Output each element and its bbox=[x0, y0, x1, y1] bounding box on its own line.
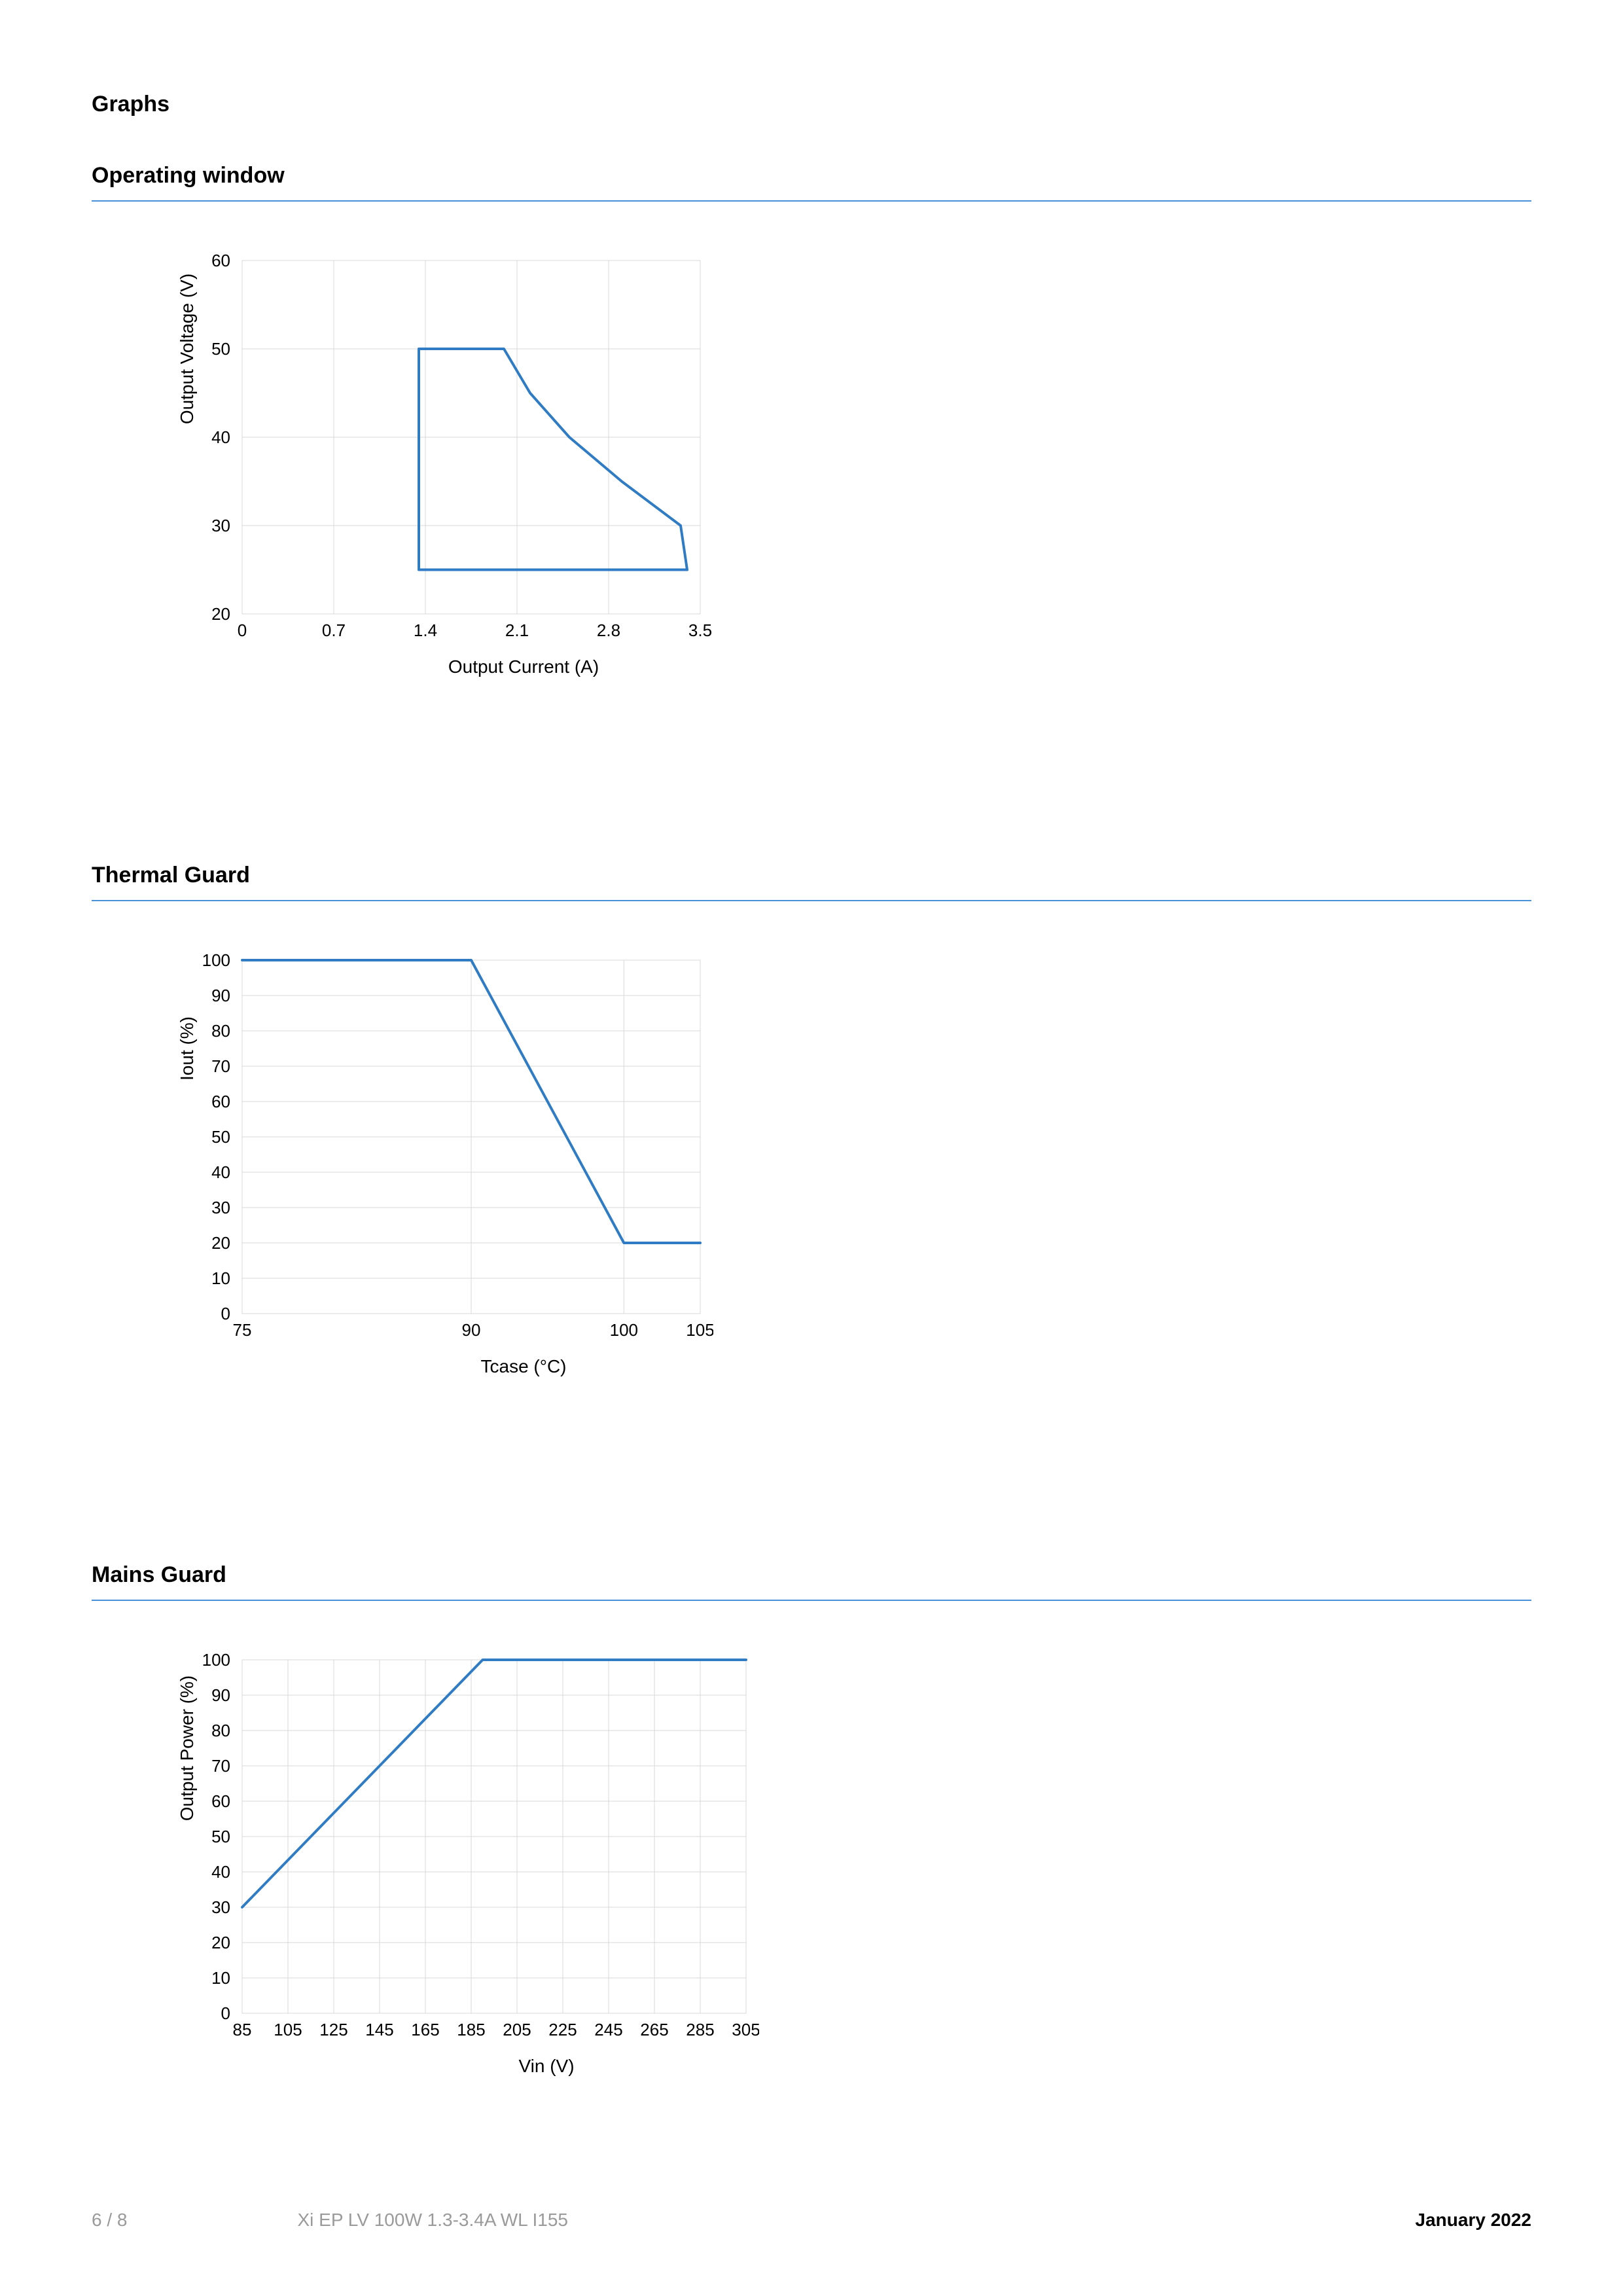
chart-svg-mains-guard: 0 10 20 30 40 50 60 70 80 90 100 85 105 125 145 165 185 2… bbox=[170, 1647, 759, 2111]
section-title-mains-guard: Mains Guard bbox=[92, 1562, 1531, 1588]
svg-text:75: 75 bbox=[233, 1320, 252, 1340]
svg-text:0: 0 bbox=[221, 1304, 230, 1323]
svg-text:70: 70 bbox=[211, 1756, 230, 1776]
svg-text:145: 145 bbox=[365, 2020, 393, 2039]
svg-text:90: 90 bbox=[211, 986, 230, 1005]
section-title-operating-window: Operating window bbox=[92, 163, 1531, 188]
svg-text:0: 0 bbox=[221, 2003, 230, 2023]
svg-text:245: 245 bbox=[594, 2020, 622, 2039]
svg-text:165: 165 bbox=[411, 2020, 439, 2039]
svg-text:30: 30 bbox=[211, 1198, 230, 1217]
svg-text:20: 20 bbox=[211, 1933, 230, 1952]
svg-text:40: 40 bbox=[211, 1862, 230, 1882]
svg-text:85: 85 bbox=[233, 2020, 252, 2039]
footer-page-number: 6 / 8 bbox=[92, 2210, 127, 2231]
section-rule bbox=[92, 1600, 1531, 1601]
chart-svg-operating-window: 20 30 40 50 60 0 0.7 1.4 2.1 2.8 3.5 Output Current… bbox=[170, 247, 713, 712]
page-heading: Graphs bbox=[92, 92, 1531, 117]
svg-text:2.8: 2.8 bbox=[597, 620, 620, 640]
svg-text:265: 265 bbox=[640, 2020, 668, 2039]
svg-text:105: 105 bbox=[686, 1320, 713, 1340]
svg-text:90: 90 bbox=[211, 1685, 230, 1705]
svg-text:Output Voltage (V): Output Voltage (V) bbox=[177, 274, 197, 424]
svg-text:285: 285 bbox=[686, 2020, 714, 2039]
svg-text:100: 100 bbox=[610, 1320, 638, 1340]
svg-text:2.1: 2.1 bbox=[505, 620, 529, 640]
svg-text:10: 10 bbox=[211, 1968, 230, 1988]
svg-text:205: 205 bbox=[503, 2020, 531, 2039]
svg-text:40: 40 bbox=[211, 427, 230, 447]
footer-model: Xi EP LV 100W 1.3-3.4A WL I155 bbox=[297, 2210, 568, 2231]
section-rule bbox=[92, 200, 1531, 202]
svg-text:0.7: 0.7 bbox=[322, 620, 346, 640]
svg-text:60: 60 bbox=[211, 1791, 230, 1811]
svg-text:10: 10 bbox=[211, 1268, 230, 1288]
svg-text:50: 50 bbox=[211, 339, 230, 359]
svg-text:3.5: 3.5 bbox=[688, 620, 712, 640]
svg-text:Tcase (°C): Tcase (°C) bbox=[481, 1356, 567, 1376]
section-rule bbox=[92, 900, 1531, 901]
svg-text:80: 80 bbox=[211, 1721, 230, 1740]
chart-svg-thermal-guard: 0 10 20 30 40 50 60 70 80 90 100 75 90 100 105 Tcase (°… bbox=[170, 947, 713, 1412]
svg-text:50: 50 bbox=[211, 1127, 230, 1147]
svg-text:90: 90 bbox=[462, 1320, 481, 1340]
svg-text:0: 0 bbox=[238, 620, 247, 640]
svg-text:50: 50 bbox=[211, 1827, 230, 1846]
svg-text:80: 80 bbox=[211, 1021, 230, 1041]
svg-text:20: 20 bbox=[211, 1233, 230, 1253]
svg-text:30: 30 bbox=[211, 516, 230, 535]
svg-text:Iout (%): Iout (%) bbox=[177, 1016, 197, 1081]
svg-text:100: 100 bbox=[202, 950, 230, 970]
svg-text:Output Current (A): Output Current (A) bbox=[448, 656, 599, 677]
footer-date: January 2022 bbox=[1416, 2210, 1531, 2231]
svg-text:305: 305 bbox=[732, 2020, 759, 2039]
svg-text:100: 100 bbox=[202, 1650, 230, 1670]
svg-text:185: 185 bbox=[457, 2020, 485, 2039]
svg-text:Vin (V): Vin (V) bbox=[518, 2056, 574, 2076]
chart-mains-guard: 0 10 20 30 40 50 60 70 80 90 100 85 105 125 145 165 185 2… bbox=[170, 1647, 1531, 2111]
svg-text:30: 30 bbox=[211, 1897, 230, 1917]
svg-text:1.4: 1.4 bbox=[414, 620, 437, 640]
svg-text:70: 70 bbox=[211, 1056, 230, 1076]
chart-thermal-guard: 0 10 20 30 40 50 60 70 80 90 100 75 90 100 105 Tcase (°… bbox=[170, 947, 1531, 1412]
section-title-thermal-guard: Thermal Guard bbox=[92, 863, 1531, 888]
chart-operating-window: 20 30 40 50 60 0 0.7 1.4 2.1 2.8 3.5 Output Current… bbox=[170, 247, 1531, 712]
svg-text:125: 125 bbox=[319, 2020, 348, 2039]
svg-text:40: 40 bbox=[211, 1162, 230, 1182]
svg-text:225: 225 bbox=[548, 2020, 577, 2039]
page-footer: 6 / 8 Xi EP LV 100W 1.3-3.4A WL I155 Jan… bbox=[92, 2210, 1531, 2231]
svg-text:60: 60 bbox=[211, 1092, 230, 1111]
svg-text:20: 20 bbox=[211, 604, 230, 624]
svg-text:105: 105 bbox=[274, 2020, 302, 2039]
svg-text:60: 60 bbox=[211, 251, 230, 270]
svg-text:Output Power (%): Output Power (%) bbox=[177, 1676, 197, 1821]
